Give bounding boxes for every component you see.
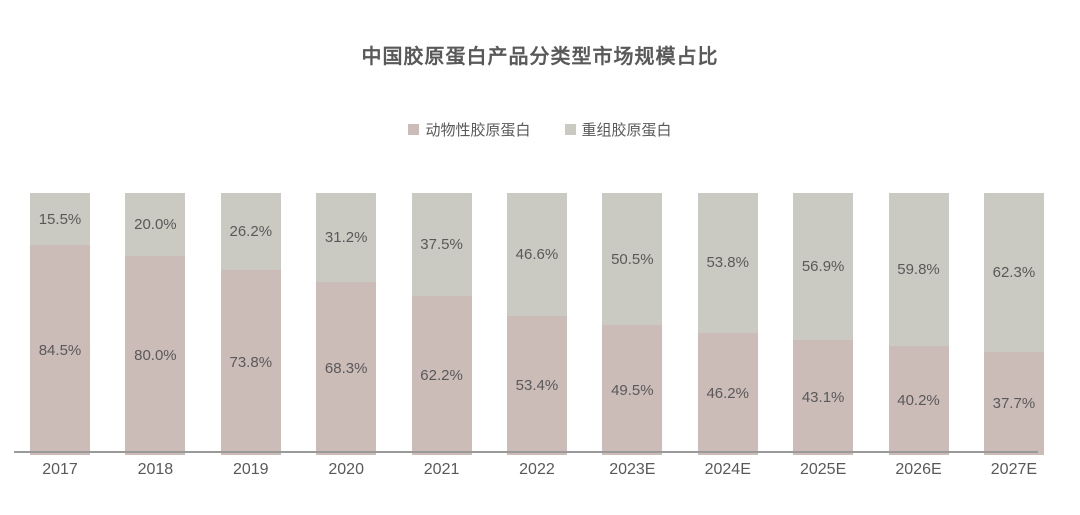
data-label: 31.2% xyxy=(324,228,368,246)
x-axis-label: 2019 xyxy=(232,461,269,478)
data-label: 20.0% xyxy=(134,215,177,233)
bar-segment-recombinant: 59.8% xyxy=(888,193,949,347)
data-label: 43.1% xyxy=(801,388,845,406)
data-label: 15.5% xyxy=(38,210,82,228)
legend-swatch-icon xyxy=(408,124,420,135)
x-axis-label: 2026E xyxy=(895,461,942,478)
bar-2023E: 50.5% 49.5% xyxy=(602,193,663,455)
x-axis-line xyxy=(14,451,1038,453)
data-label: 46.2% xyxy=(706,385,749,403)
data-label: 68.3% xyxy=(324,359,368,377)
bars-group: 15.5% 84.5% 20.0% 80.0% 26.2% 73.8% 31.2% 68.3%… xyxy=(30,193,1044,455)
data-label: 59.8% xyxy=(897,261,940,279)
x-axis-label: 2018 xyxy=(137,461,174,478)
legend-label: 重组胶原蛋白 xyxy=(581,122,672,139)
bar-segment-recombinant: 62.3% xyxy=(983,193,1044,353)
data-label: 50.5% xyxy=(611,250,654,268)
x-axis-label: 2022 xyxy=(519,461,555,478)
data-label: 40.2% xyxy=(897,392,940,410)
bar-2020: 31.2% 68.3% xyxy=(316,193,377,455)
bar-segment-recombinant: 53.8% xyxy=(697,193,758,333)
x-axis-labels: 2017 2018 2019 2020 2021 2022 2023E 2024E 2025E 2… xyxy=(30,461,1044,479)
legend-label: 动物性胶原蛋白 xyxy=(425,122,531,139)
bar-2027E: 62.3% 37.7% xyxy=(983,193,1044,455)
bar-2018: 20.0% 80.0% xyxy=(125,193,186,455)
bar-segment-animal: 40.2% xyxy=(888,346,949,455)
data-label: 56.9% xyxy=(801,257,845,275)
x-axis-label: 2025E xyxy=(799,461,847,478)
bar-segment-recombinant: 15.5% xyxy=(30,193,90,246)
legend-swatch-icon xyxy=(564,124,576,135)
bar-segment-recombinant: 56.9% xyxy=(793,193,854,340)
x-axis-label: 2024E xyxy=(704,461,751,478)
bar-segment-animal: 62.2% xyxy=(411,295,472,455)
data-label: 84.5% xyxy=(38,341,82,359)
data-label: 49.5% xyxy=(611,381,654,399)
data-label: 53.8% xyxy=(706,254,749,272)
bar-segment-animal: 37.7% xyxy=(983,352,1044,455)
bar-segment-animal: 80.0% xyxy=(125,255,186,455)
bar-segment-animal: 53.4% xyxy=(506,316,567,455)
data-label: 37.7% xyxy=(992,395,1036,413)
bar-segment-animal: 68.3% xyxy=(316,281,377,455)
bar-segment-animal: 46.2% xyxy=(697,332,758,455)
bar-segment-recombinant: 31.2% xyxy=(316,193,377,282)
bar-segment-recombinant: 46.6% xyxy=(506,193,567,317)
legend-item: 动物性胶原蛋白 xyxy=(408,119,531,140)
data-label: 73.8% xyxy=(229,353,273,371)
data-label: 37.5% xyxy=(420,235,463,253)
bar-2021: 37.5% 62.2% xyxy=(411,193,472,455)
bar-2017: 15.5% 84.5% xyxy=(30,193,90,455)
x-axis-label: 2027E xyxy=(990,461,1038,478)
bar-segment-recombinant: 26.2% xyxy=(220,193,281,270)
bar-segment-animal: 84.5% xyxy=(30,245,90,455)
x-axis-label: 2023E xyxy=(609,461,656,478)
chart-title: 中国胶原蛋白产品分类型市场规模占比 xyxy=(361,46,719,68)
bar-segment-animal: 43.1% xyxy=(793,339,854,455)
bar-2026E: 59.8% 40.2% xyxy=(888,193,949,455)
legend: 动物性胶原蛋白 重组胶原蛋白 xyxy=(0,119,1080,140)
data-label: 62.2% xyxy=(420,366,463,384)
x-axis-label: 2021 xyxy=(423,461,460,478)
bar-segment-recombinant: 50.5% xyxy=(602,193,663,326)
data-label: 80.0% xyxy=(134,346,177,364)
bar-2024E: 53.8% 46.2% xyxy=(697,193,758,455)
bar-segment-animal: 73.8% xyxy=(220,269,281,455)
data-label: 46.6% xyxy=(515,246,559,264)
x-axis-label: 2017 xyxy=(42,461,78,478)
bar-2019: 26.2% 73.8% xyxy=(220,193,281,455)
bar-2022: 46.6% 53.4% xyxy=(506,193,567,455)
bar-2025E: 56.9% 43.1% xyxy=(793,193,854,455)
bar-segment-recombinant: 20.0% xyxy=(125,193,186,256)
data-label: 53.4% xyxy=(515,377,559,395)
legend-item: 重组胶原蛋白 xyxy=(564,119,672,140)
bar-segment-animal: 49.5% xyxy=(602,325,663,455)
data-label: 62.3% xyxy=(992,264,1036,282)
bar-segment-recombinant: 37.5% xyxy=(411,193,472,296)
data-label: 26.2% xyxy=(229,222,273,240)
x-axis-label: 2020 xyxy=(328,461,364,478)
